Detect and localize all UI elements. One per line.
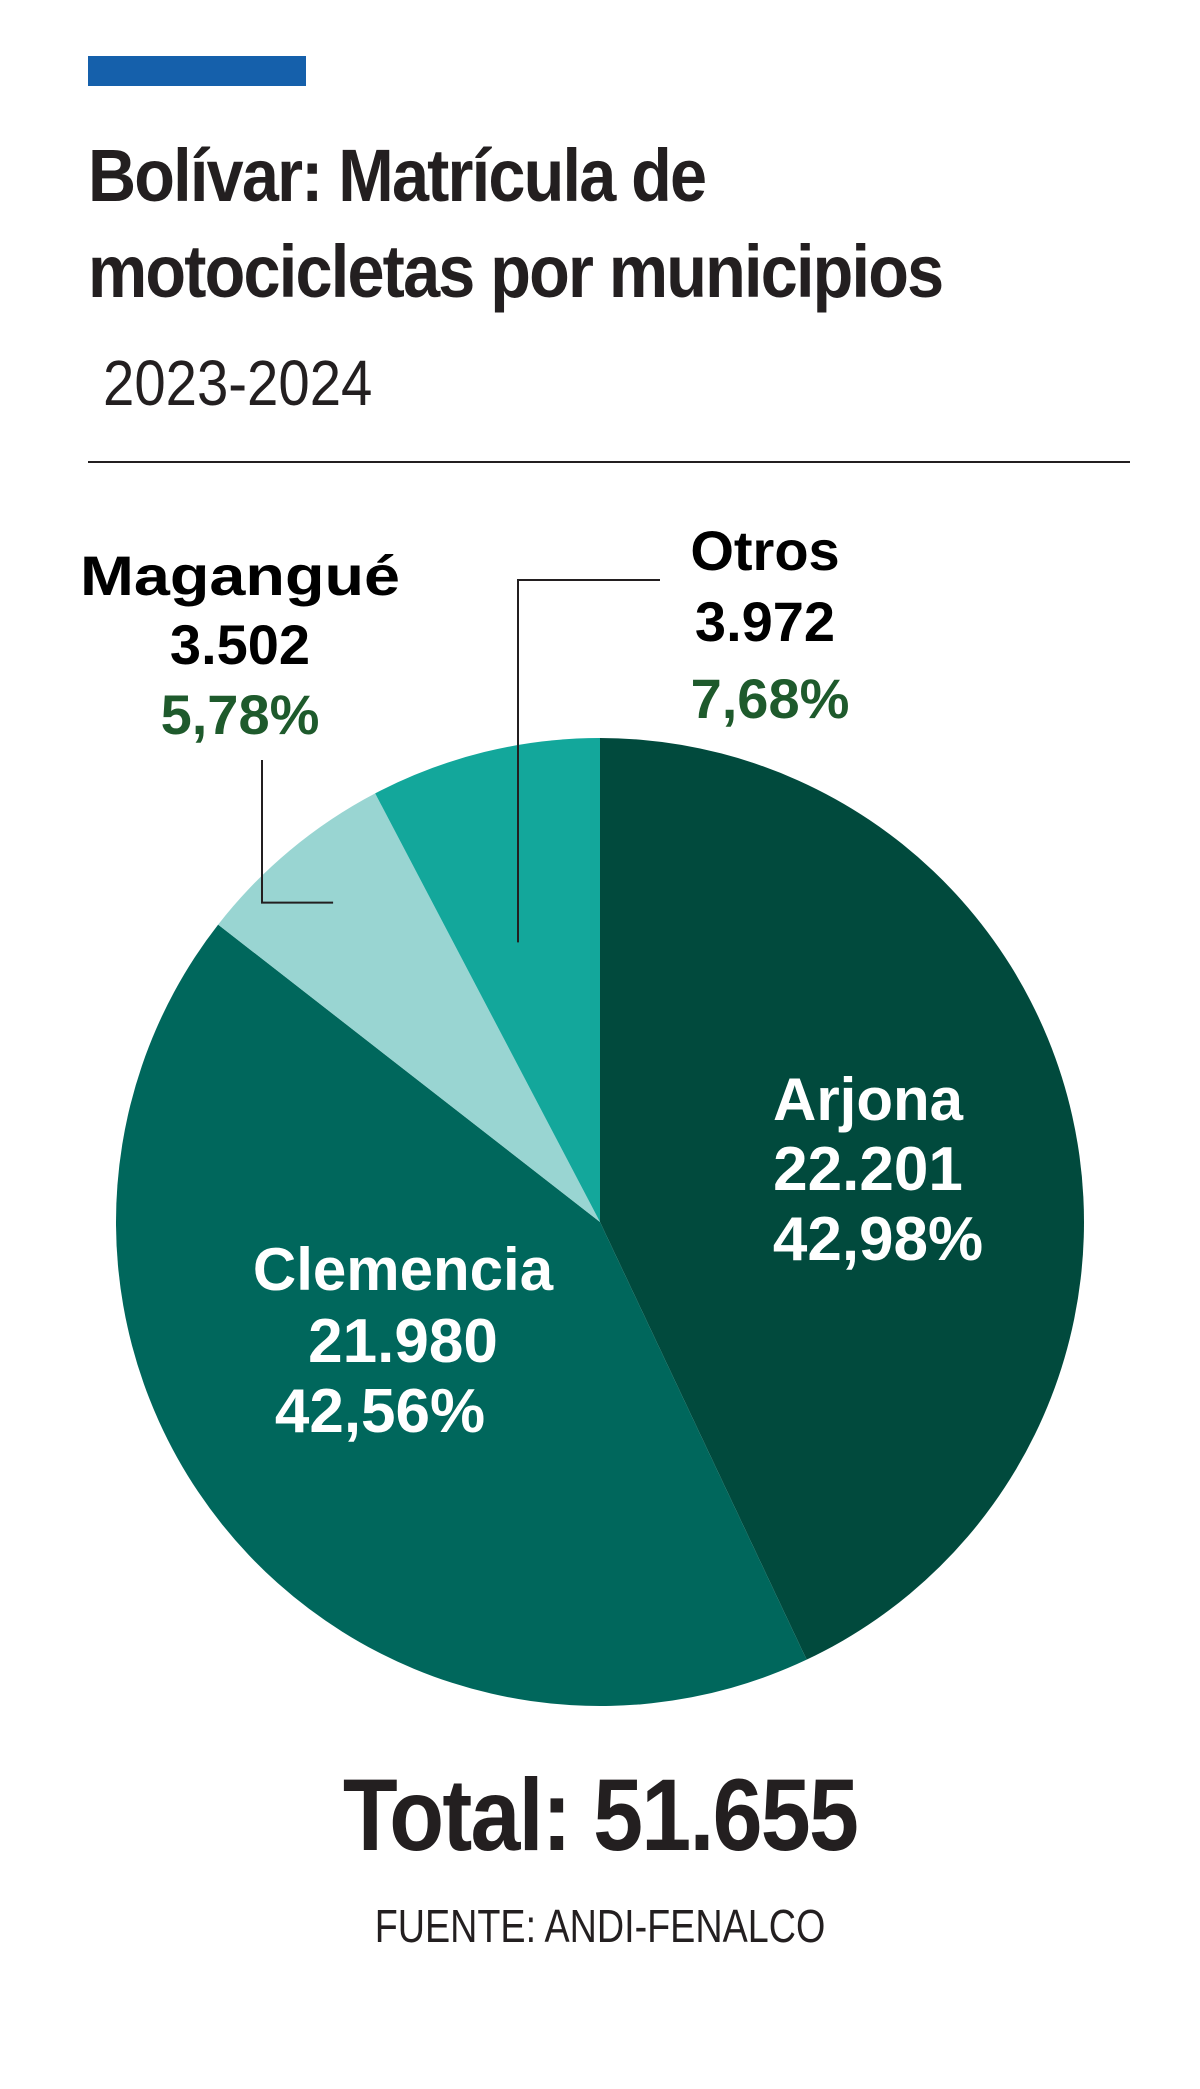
label-group-clemencia: Clemencia 21.980 42,56% [253,1236,554,1446]
source-note: FUENTE: ANDI-FENALCO [374,1900,826,1952]
accent-bar [88,56,306,86]
header-divider [88,461,1130,463]
slice-percent-arjona: 42,98% [773,1205,983,1274]
pie-slices [115,737,1084,1707]
label-group-arjona: Arjona 22.201 42,98% [773,1066,983,1274]
chart-title: Bolívar: Matrícula de motocicletas por m… [88,128,1060,320]
label-group-magangue: Magangué 3.502 5,78% [80,544,400,746]
slice-percent-otros: 7,68% [691,667,850,730]
slice-label-magangue: Magangué [80,544,400,607]
chart-title-line-1: Bolívar: Matrícula de [88,134,707,217]
chart-title-line-2: motocicletas por municipios [88,230,944,313]
slice-label-clemencia: Clemencia [253,1236,554,1303]
slice-percent-clemencia: 42,56% [275,1377,485,1446]
total-label: Total: 51.655 [342,1758,859,1872]
pie-slice-clemencia [115,924,807,1707]
slice-value-otros: 3.972 [695,590,835,653]
leader-line-otros [517,579,660,943]
leader-line-magangue [261,760,334,904]
chart-subtitle: 2023-2024 [103,347,373,419]
pie-slice-arjona [600,738,1084,1660]
label-group-otros: Otros 3.972 7,68% [690,519,849,730]
pie-chart: Magangué 3.502 5,78% Otros 3.972 7,68% A… [80,519,1084,1707]
pie-slice-otros [375,737,600,1222]
slice-percent-magangue: 5,78% [161,683,320,746]
slice-label-otros: Otros [690,519,839,582]
pie-slice-magangue [218,793,600,1222]
slice-value-magangue: 3.502 [170,613,310,676]
leader-lines [261,579,660,943]
slice-label-arjona: Arjona [773,1066,964,1133]
slice-value-clemencia: 21.980 [308,1307,498,1376]
slice-value-arjona: 22.201 [773,1135,963,1204]
